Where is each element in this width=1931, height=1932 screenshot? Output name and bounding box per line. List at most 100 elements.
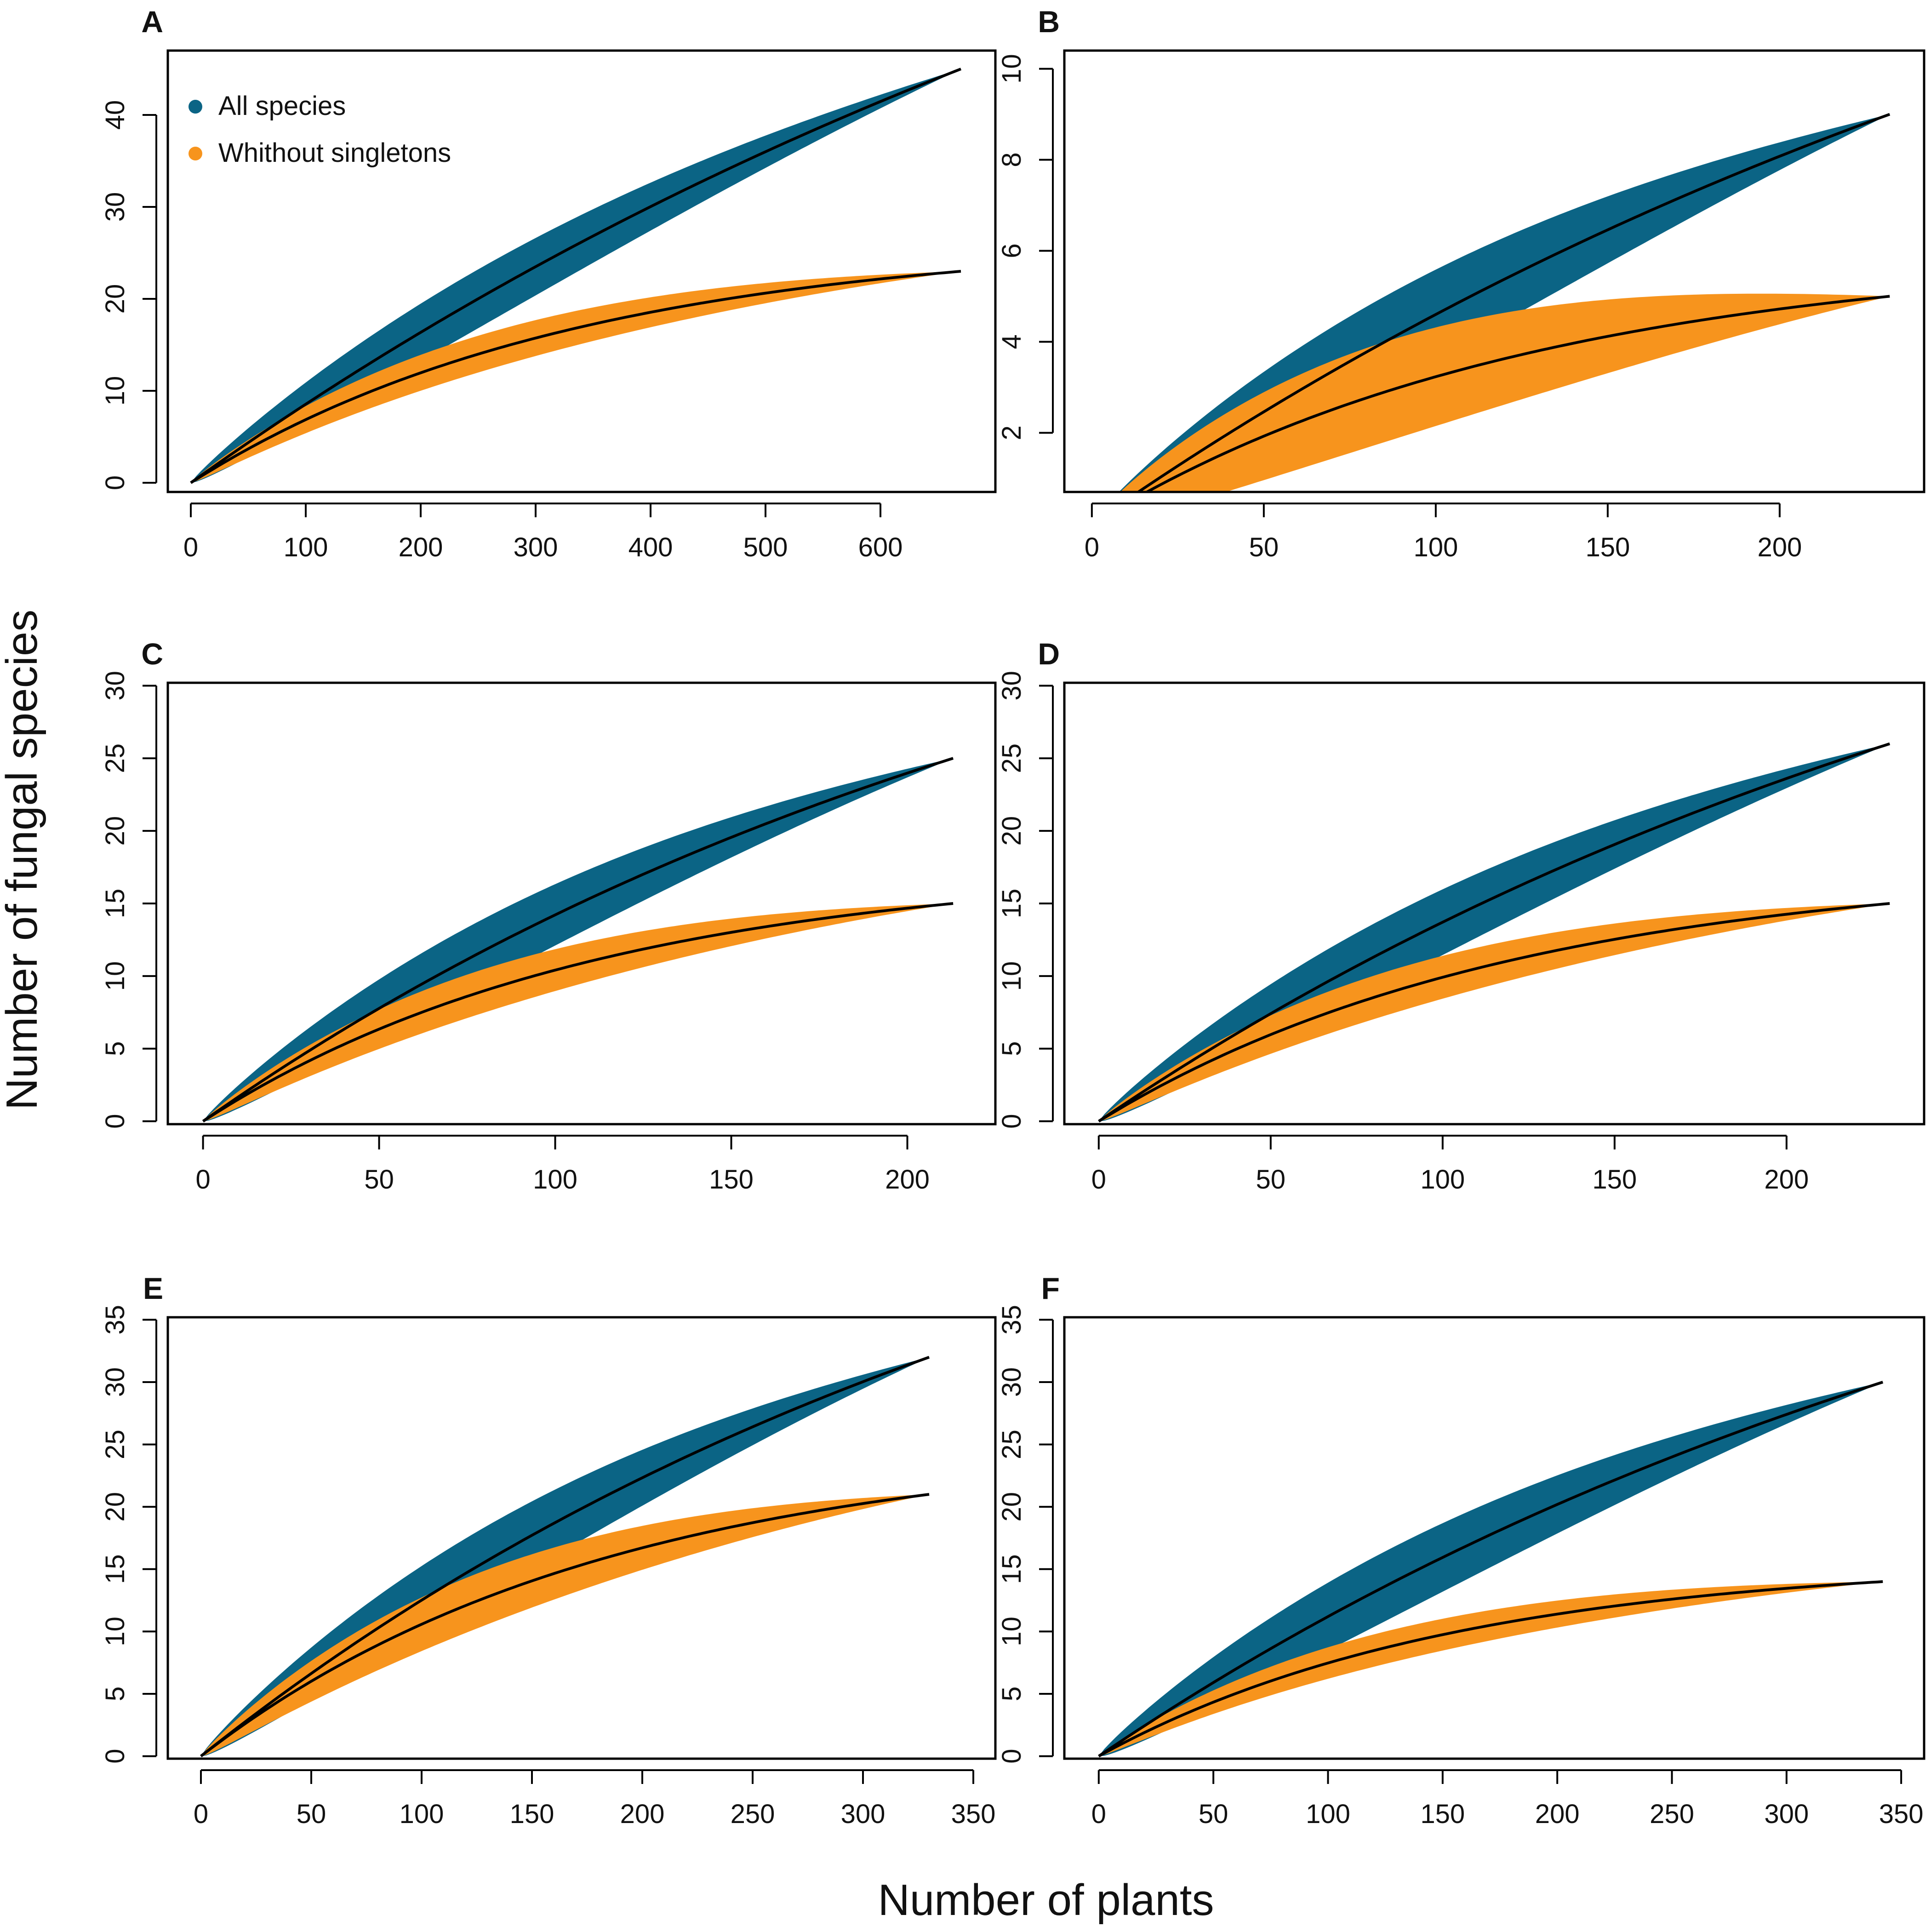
panel-d-plot — [1098, 742, 1891, 1123]
panel-e-y-tick-label: 0 — [100, 1749, 130, 1763]
panel-d-y-tick-label: 10 — [997, 961, 1027, 991]
panel-d-x-tick-label: 150 — [1592, 1165, 1637, 1195]
panel-a-x-tick-label: 400 — [628, 532, 673, 562]
panel-c-x-tick-label: 200 — [885, 1165, 930, 1195]
panel-a: A 0 100 200 300 400 500 600 0 10 20 30 40 — [100, 5, 997, 562]
panel-c-x-tick-label: 150 — [709, 1165, 754, 1195]
panel-b-x-tick-label: 50 — [1249, 532, 1279, 562]
panel-f-x-tick-label: 150 — [1420, 1799, 1465, 1829]
panel-b-x-tick-label: 0 — [1085, 532, 1099, 562]
panel-f-x-tick-label: 200 — [1535, 1799, 1580, 1829]
panel-e-x-tick-label: 200 — [620, 1799, 665, 1829]
panel-f-all-species-mean-line — [1098, 1381, 1884, 1758]
panel-e-x-tick-label: 350 — [951, 1799, 996, 1829]
panel-f-y-tick-label: 5 — [997, 1686, 1027, 1701]
panel-f-x-tick-label: 350 — [1879, 1799, 1924, 1829]
panel-b-y-tick-label: 8 — [997, 152, 1027, 167]
panel-f-y-tick-label: 30 — [997, 1367, 1027, 1397]
panel-c-without-singletons-mean-line — [202, 902, 954, 1123]
panel-d-y-tick-label: 25 — [997, 743, 1027, 773]
panel-b-x-tick-label: 100 — [1413, 532, 1458, 562]
panel-a-y-tick-label: 40 — [100, 100, 130, 130]
panel-d-x-tick-label: 100 — [1420, 1165, 1465, 1195]
panel-e-all-species-mean-line — [200, 1355, 930, 1757]
panel-a-without-singletons-band — [191, 271, 961, 483]
panel-c-x-tick-label: 100 — [533, 1165, 577, 1195]
panel-b-letter: B — [1038, 5, 1060, 39]
panel-e-y-tick-label: 15 — [100, 1555, 130, 1584]
x-axis-title: Number of plants — [878, 1875, 1214, 1925]
panel-b: B 0 50 100 150 200 2 4 6 8 10 — [997, 5, 1925, 562]
panel-f-y-tick-label: 25 — [997, 1429, 1027, 1459]
panel-d-x-tick-label: 0 — [1091, 1165, 1106, 1195]
panel-f-without-singletons-mean-line — [1098, 1580, 1883, 1758]
panel-f-x-tick-label: 100 — [1306, 1799, 1350, 1829]
panel-a-x-tick-label: 200 — [399, 532, 443, 562]
panel-f-y-tick-label: 20 — [997, 1492, 1027, 1522]
panel-f-y-tick-label: 35 — [997, 1305, 1027, 1335]
panel-c-y-tick-label: 20 — [100, 816, 130, 846]
panel-b-all-species-mean-line — [1136, 113, 1891, 492]
panel-a-x-tick-label: 100 — [284, 532, 328, 562]
panel-a-x-tick-label: 500 — [743, 532, 788, 562]
panel-b-y-tick-label: 4 — [997, 334, 1027, 349]
panel-a-x-tick-label: 600 — [858, 532, 903, 562]
legend-marker-without-singletons — [189, 147, 202, 160]
panel-e-y-tick-label: 5 — [100, 1686, 130, 1701]
panel-c-y-tick-label: 5 — [100, 1041, 130, 1056]
panel-b-x-tick-label: 200 — [1757, 532, 1802, 562]
panel-c-y-tick-label: 10 — [100, 961, 130, 991]
panel-b-y-tick-label: 2 — [997, 425, 1027, 440]
legend: All species Whithout singletons — [189, 91, 451, 168]
panel-c-frame — [166, 681, 997, 1126]
panel-e-x-tick-label: 250 — [731, 1799, 775, 1829]
panel-e-y-tick-label: 10 — [100, 1617, 130, 1646]
panel-d-y-tick-label: 0 — [997, 1114, 1027, 1129]
panel-c-y-tick-label: 25 — [100, 743, 130, 773]
panel-c-all-species-mean-line — [202, 757, 954, 1123]
panel-d-y-tick-label: 15 — [997, 889, 1027, 919]
panel-d-without-singletons-mean-line — [1098, 902, 1890, 1123]
panel-d-x-tick-label: 200 — [1764, 1165, 1809, 1195]
panel-c-y-tick-label: 15 — [100, 889, 130, 919]
panel-e: E 0 50 100 150 200 250 300 350 0 5 10 15 20 25 30 35 — [100, 1271, 997, 1829]
panel-f-x-tick-label: 300 — [1764, 1799, 1809, 1829]
panel-a-x-tick-label: 0 — [183, 532, 198, 562]
panel-e-letter: E — [143, 1271, 163, 1305]
legend-marker-all-species — [189, 100, 202, 114]
panel-b-without-singletons-band — [1091, 293, 1890, 492]
panel-f-without-singletons-band — [1098, 1581, 1883, 1756]
panel-f-y-tick-label: 10 — [997, 1617, 1027, 1646]
panel-d-frame — [1063, 681, 1925, 1126]
panel-d: D 0 50 100 150 200 0 5 10 15 20 25 30 — [997, 637, 1925, 1195]
panel-d-y-tick-label: 30 — [997, 671, 1027, 701]
panel-c-x-tick-label: 50 — [364, 1165, 394, 1195]
panel-b-y-tick-label: 6 — [997, 243, 1027, 258]
panel-f-frame — [1063, 1316, 1925, 1760]
panel-f-y-tick-label: 15 — [997, 1555, 1027, 1584]
panel-c: C 0 50 100 150 200 0 5 10 15 20 25 30 — [100, 637, 997, 1195]
panel-e-x-tick-label: 150 — [510, 1799, 554, 1829]
y-axis-title: Number of fungal species — [0, 610, 46, 1110]
panel-d-without-singletons-band — [1098, 903, 1890, 1121]
panel-d-y-tick-label: 5 — [997, 1041, 1027, 1056]
panel-c-y-tick-label: 0 — [100, 1114, 130, 1129]
panel-a-without-singletons-mean-line — [190, 270, 961, 484]
panel-c-without-singletons-band — [203, 903, 954, 1121]
panel-d-x-tick-label: 50 — [1256, 1165, 1286, 1195]
panel-a-y-tick-label: 20 — [100, 284, 130, 314]
panel-c-x-tick-label: 0 — [195, 1165, 210, 1195]
panel-e-y-tick-label: 25 — [100, 1429, 130, 1459]
panel-f-x-tick-label: 0 — [1091, 1799, 1106, 1829]
panel-f-y-tick-label: 0 — [997, 1749, 1027, 1763]
panel-e-x-tick-label: 0 — [194, 1799, 208, 1829]
panel-e-without-singletons-band — [201, 1494, 929, 1756]
panel-a-y-tick-label: 10 — [100, 376, 130, 406]
panel-b-x-tick-label: 150 — [1585, 532, 1630, 562]
legend-label-all-species: All species — [218, 91, 346, 121]
panel-b-without-singletons-mean-line — [1144, 295, 1890, 492]
panel-b-y-tick-label: 10 — [997, 54, 1027, 84]
panel-e-without-singletons-mean-line — [200, 1493, 930, 1757]
panel-f-letter: F — [1041, 1271, 1060, 1305]
